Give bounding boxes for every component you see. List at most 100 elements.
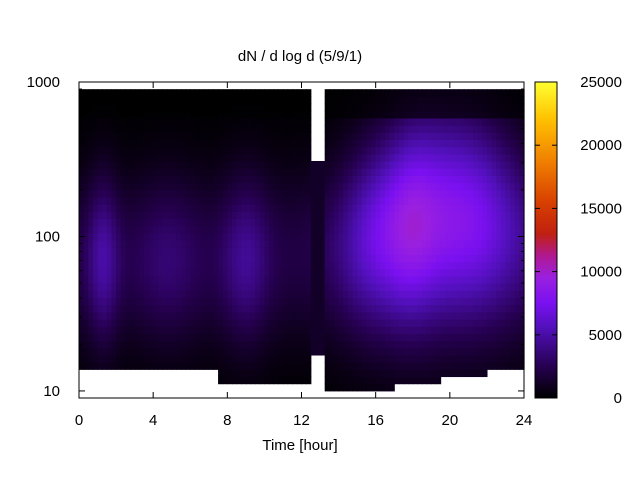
heatmap-cell (514, 139, 520, 148)
heatmap-cell (320, 218, 326, 227)
heatmap-cell (111, 311, 117, 320)
y-tick-label: 1000 (27, 74, 60, 91)
heatmap-cell (120, 326, 126, 334)
heatmap-cell (375, 376, 381, 385)
heatmap-cell (106, 261, 113, 270)
heatmap-cell (92, 175, 99, 184)
heatmap-cell (477, 96, 483, 105)
heatmap-cell (79, 110, 85, 119)
heatmap-cell (445, 96, 451, 105)
heatmap-cell (97, 333, 103, 342)
heatmap-cell (505, 283, 511, 291)
x-tick-label: 24 (516, 412, 533, 429)
heatmap-cell (459, 168, 465, 176)
heatmap-cell (459, 146, 465, 155)
heatmap-cell (106, 110, 113, 119)
heatmap-cell (296, 247, 303, 255)
heatmap-cell (180, 261, 187, 270)
heatmap-cell (250, 196, 256, 205)
heatmap-cell (176, 347, 182, 356)
heatmap-cell (371, 347, 377, 356)
heatmap-cell (97, 117, 103, 126)
heatmap-cell (282, 376, 289, 385)
heatmap-cell (329, 254, 335, 263)
heatmap-cell (111, 204, 117, 212)
heatmap-cell (231, 139, 238, 148)
heatmap-cell (282, 347, 289, 356)
heatmap-cell (162, 211, 168, 220)
heatmap-cell (324, 211, 330, 220)
heatmap-cell (514, 333, 520, 342)
heatmap-cell (278, 103, 284, 112)
heatmap-cell (380, 168, 386, 176)
heatmap-cell (514, 132, 520, 141)
heatmap-cell (459, 354, 465, 363)
heatmap-cell (333, 362, 340, 370)
heatmap-cell (440, 369, 446, 378)
heatmap-cell (338, 254, 344, 263)
heatmap-cell (264, 189, 270, 198)
heatmap-cell (231, 369, 238, 378)
heatmap-cell (194, 232, 201, 241)
heatmap-cell (366, 283, 372, 291)
heatmap-cell (282, 326, 289, 334)
heatmap-cell (514, 218, 520, 227)
heatmap-cell (449, 125, 456, 133)
heatmap-cell (519, 254, 525, 263)
heatmap-cell (417, 333, 423, 342)
heatmap-cell (241, 161, 247, 169)
heatmap-cell (194, 319, 201, 327)
heatmap-cell (143, 103, 150, 112)
heatmap-cell (157, 275, 164, 284)
heatmap-cell (282, 182, 289, 191)
heatmap-cell (162, 311, 168, 320)
heatmap-cell (380, 304, 386, 313)
heatmap-cell (106, 254, 113, 263)
heatmap-cell (227, 354, 233, 363)
heatmap-cell (83, 139, 89, 148)
heatmap-cell (259, 153, 266, 162)
heatmap-cell (482, 347, 488, 356)
heatmap-cell (287, 204, 293, 212)
heatmap-cell (384, 283, 391, 291)
heatmap-cell (79, 362, 85, 370)
heatmap-cell (398, 283, 405, 291)
heatmap-cell (153, 117, 159, 126)
heatmap-cell (148, 340, 154, 349)
heatmap-cell (176, 132, 182, 141)
heatmap-cell (190, 268, 196, 277)
heatmap-cell (375, 362, 381, 370)
heatmap-cell (259, 240, 266, 248)
heatmap-cell (79, 175, 85, 184)
heatmap-cell (236, 96, 242, 105)
heatmap-cell (241, 110, 247, 119)
heatmap-cell (338, 362, 344, 370)
heatmap-cell (231, 168, 238, 176)
heatmap-cell (134, 89, 140, 97)
heatmap-cell (287, 110, 293, 119)
heatmap-cell (176, 139, 182, 148)
heatmap-cell (361, 326, 367, 334)
heatmap-cell (477, 189, 483, 198)
heatmap-cell (208, 268, 215, 277)
heatmap-cell (422, 232, 428, 241)
heatmap-cell (278, 168, 284, 176)
heatmap-cell (440, 347, 446, 356)
heatmap-cell (426, 168, 432, 176)
heatmap-cell (259, 139, 266, 148)
heatmap-cell (361, 89, 367, 97)
heatmap-cell (371, 225, 377, 234)
heatmap-cell (343, 354, 349, 363)
heatmap-cell (315, 240, 321, 248)
heatmap-cell (459, 254, 465, 263)
heatmap-cell (222, 146, 228, 155)
heatmap-cell (384, 240, 391, 248)
heatmap-cell (236, 340, 242, 349)
heatmap-cell (111, 297, 117, 306)
heatmap-cell (338, 304, 344, 313)
heatmap-cell (361, 283, 367, 291)
heatmap-cell (162, 261, 168, 270)
heatmap-cell (431, 340, 437, 349)
heatmap-cell (338, 326, 344, 334)
heatmap-cell (134, 247, 140, 255)
